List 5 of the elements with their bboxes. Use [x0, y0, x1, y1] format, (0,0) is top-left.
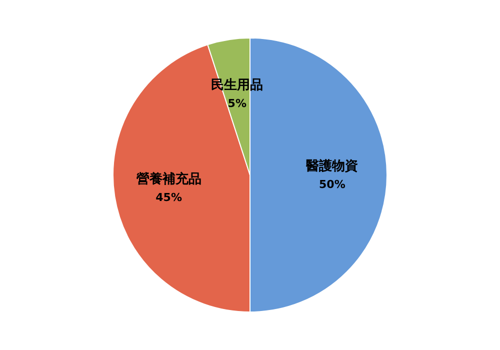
slice-label: 醫護物資 [306, 158, 358, 174]
data-label: 45% [156, 190, 182, 204]
slice-label: 營養補充品 [136, 170, 202, 187]
data-label: 5% [228, 96, 246, 110]
data-label: 50% [319, 178, 346, 191]
